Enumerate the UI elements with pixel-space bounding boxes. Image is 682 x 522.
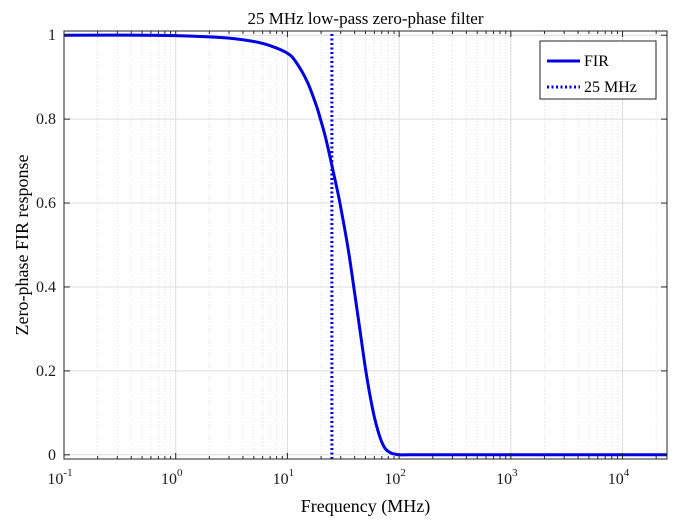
y-tick-label: 0.2	[36, 363, 56, 380]
y-tick-label: 0.8	[36, 111, 56, 128]
x-tick-label: 10-1	[47, 467, 72, 488]
legend-label-25mhz: 25 MHz	[584, 79, 637, 96]
y-tick-label: 0.6	[36, 195, 56, 212]
y-tick-label: 0.4	[36, 279, 56, 296]
y-tick-label: 1	[48, 27, 56, 44]
legend-box	[539, 40, 657, 100]
plot-series	[63, 31, 667, 459]
x-tick-label: 102	[384, 467, 406, 488]
x-tick-label: 103	[496, 467, 518, 488]
legend: FIR 25 MHz	[539, 40, 657, 100]
grid	[63, 31, 667, 459]
y-axis-label: Zero-phase FIR response	[12, 155, 32, 336]
x-tick-label: 100	[161, 467, 183, 488]
y-tick-label: 0	[48, 447, 56, 464]
x-tick-label: 104	[608, 467, 630, 488]
x-tick-label: 101	[273, 467, 295, 488]
series-fir-line	[63, 33, 667, 457]
chart-title: 25 MHz low-pass zero-phase filter	[247, 9, 483, 28]
x-axis-label: Frequency (MHz)	[301, 496, 430, 517]
axis-ticks: 10-1 100 101 102 103 104 0 0.2 0.4 0.6 0.8 1	[36, 27, 667, 488]
legend-label-fir: FIR	[584, 53, 609, 70]
